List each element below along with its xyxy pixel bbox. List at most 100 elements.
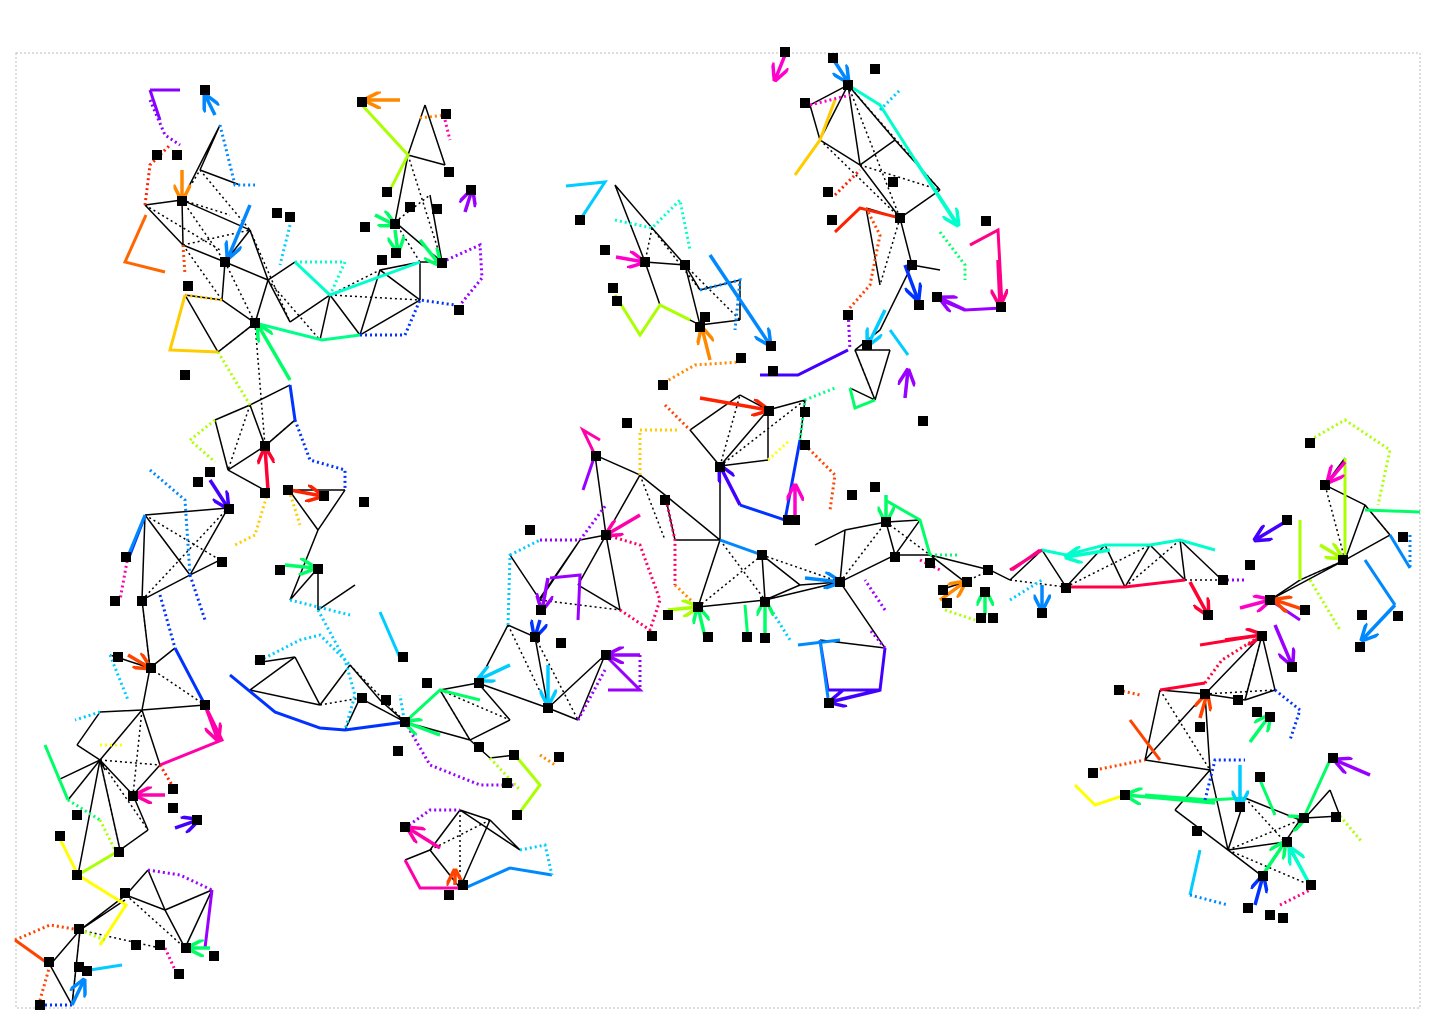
node [938,585,948,595]
node [131,940,141,950]
node [502,778,512,788]
node [220,257,230,267]
node [172,150,182,160]
node [382,187,392,197]
node [114,847,124,857]
node [168,803,178,813]
node [1300,605,1310,615]
node [1305,438,1315,448]
node [1061,583,1071,593]
node [285,212,295,222]
node [980,587,990,597]
node [1278,913,1288,923]
arrow-edges [72,54,1397,1006]
node [120,888,130,898]
node [1192,826,1202,836]
node [110,596,120,606]
node [509,750,519,760]
node [121,552,131,562]
node [1257,631,1267,641]
node [319,491,329,501]
node [209,951,219,961]
node [1233,695,1243,705]
node [200,700,210,710]
node [895,213,905,223]
node [823,187,833,197]
node [174,969,184,979]
node [890,552,900,562]
node [432,204,442,214]
node [1265,910,1275,920]
node [760,633,770,643]
node [828,53,838,63]
black-solid-edges [49,84,1391,1006]
node [183,281,193,291]
node [1245,560,1255,570]
node [932,292,942,302]
node [1398,532,1408,542]
node [556,638,566,648]
node [1235,802,1245,812]
node [783,515,793,525]
node [437,258,447,268]
node [224,504,234,514]
node [757,550,767,560]
node [1195,722,1205,732]
colored-dotted-edges [14,88,1412,1007]
node [405,202,415,212]
node [800,440,810,450]
node [192,815,202,825]
node [1306,880,1316,890]
node [530,632,540,642]
node [1265,595,1275,605]
node [155,940,165,950]
node [870,64,880,74]
node [525,525,535,535]
node [180,370,190,380]
node [700,312,710,322]
node [1331,812,1341,822]
node [1243,903,1253,913]
node [843,80,853,90]
node [168,784,178,794]
node [827,215,837,225]
node [74,962,84,972]
node [600,245,610,255]
node [543,703,553,713]
node [1203,610,1213,620]
node [800,407,810,417]
node [647,631,657,641]
node [1255,772,1265,782]
node [591,451,601,461]
node [359,497,369,507]
node [870,482,880,492]
node [663,610,673,620]
node [1037,608,1047,618]
node [146,663,156,673]
node [536,605,546,615]
node [862,340,872,350]
node [824,698,834,708]
node [764,406,774,416]
node [393,746,403,756]
node [942,598,952,608]
node [1120,790,1130,800]
node [357,97,367,107]
node [608,283,618,293]
node [422,678,432,688]
graph-frame [15,52,1421,1009]
node [640,257,650,267]
node [693,602,703,612]
node [914,300,924,310]
node [391,248,401,258]
node [1299,813,1309,823]
node [660,495,670,505]
node [1252,707,1262,717]
node [1088,768,1098,778]
black-dotted-edges [71,84,1391,1006]
node [454,305,464,315]
node [113,652,123,662]
node [612,296,622,306]
node [1393,611,1403,621]
node [255,655,265,665]
